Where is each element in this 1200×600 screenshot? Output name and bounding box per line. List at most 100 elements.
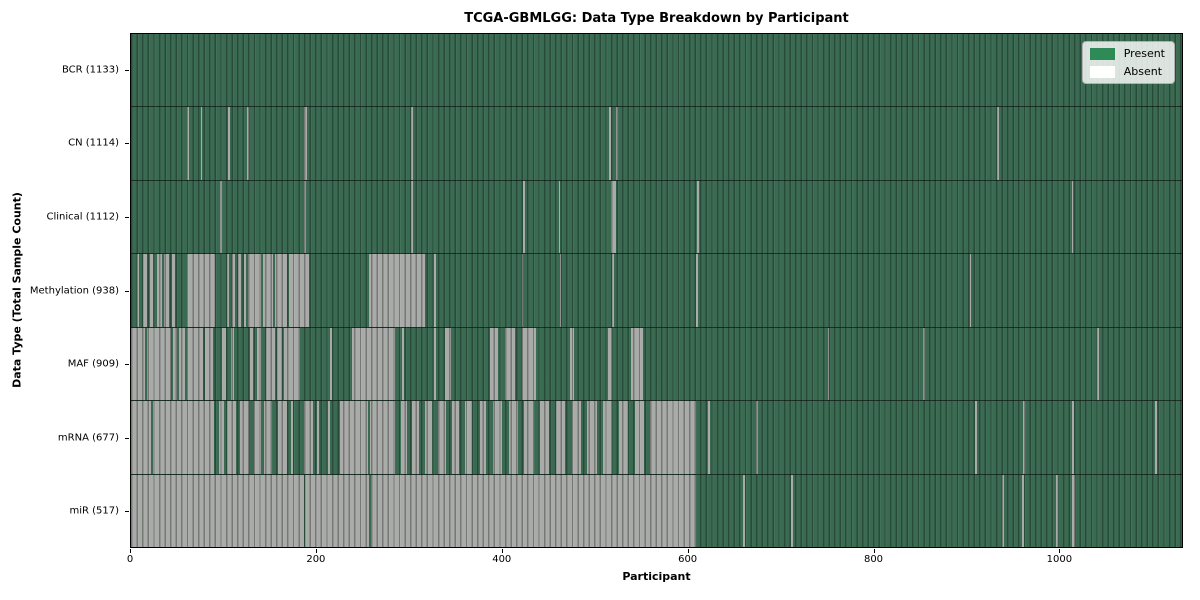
cell-run-absent <box>1071 180 1074 254</box>
cell-run-present <box>793 474 1003 547</box>
x-tick-mark <box>873 549 875 553</box>
cell-run-absent <box>743 474 746 547</box>
cell-run-present <box>412 107 609 180</box>
cell-run-present <box>515 327 522 401</box>
cell-run-absent <box>254 401 261 474</box>
cell-run-present <box>419 401 426 474</box>
cell-run-present <box>131 107 187 180</box>
y-tick-mark <box>125 290 129 292</box>
cell-run-present <box>525 180 559 254</box>
legend-swatch-absent-icon <box>1089 65 1115 78</box>
cell-run-absent <box>330 327 333 401</box>
cell-run-present <box>139 254 144 327</box>
cell-run-present <box>695 474 744 547</box>
y-tick-mir: miR (517) <box>0 474 130 548</box>
cell-run-present <box>412 180 524 254</box>
cell-run-absent <box>288 254 310 327</box>
cell-run-absent <box>707 401 710 474</box>
cell-run-absent <box>451 401 460 474</box>
cell-run-present <box>459 401 465 474</box>
cell-run-absent <box>257 327 261 401</box>
cell-run-absent <box>153 401 215 474</box>
cell-run-present <box>202 107 229 180</box>
cell-run-present <box>560 180 611 254</box>
cell-run-absent <box>618 401 629 474</box>
cell-run-absent <box>149 254 154 327</box>
cell-run-present <box>561 254 613 327</box>
cell-run-present <box>131 180 221 254</box>
x-tick-label: 800 <box>863 554 884 565</box>
y-tick-methylation: Methylation (938) <box>0 254 130 328</box>
cell-run-absent <box>172 327 178 401</box>
heatmap-row-mrna <box>131 400 1182 474</box>
cell-run-absent <box>274 254 287 327</box>
cell-run-absent <box>1022 474 1025 547</box>
cell-run-present <box>395 327 402 401</box>
cell-run-present <box>697 254 970 327</box>
cell-run-present <box>330 401 340 474</box>
cell-run-present <box>260 327 267 401</box>
heatmap-row-maf <box>131 326 1182 401</box>
cell-run-absent <box>555 401 566 474</box>
cell-run-absent <box>200 107 203 180</box>
cell-run-absent <box>616 107 618 180</box>
x-tick-label: 1000 <box>1046 554 1073 565</box>
cell-run-present <box>151 401 154 474</box>
cell-run-present <box>307 107 412 180</box>
cell-run-present <box>451 327 490 401</box>
y-tick-label-maf: MAF (909) <box>67 358 119 370</box>
cell-run-absent <box>219 401 224 474</box>
cell-run-present <box>299 327 331 401</box>
cell-run-absent <box>634 401 644 474</box>
heatmap-row-clinical <box>131 179 1182 254</box>
cell-run-present <box>758 401 976 474</box>
cell-run-present <box>169 254 172 327</box>
cell-run-absent <box>1002 474 1004 547</box>
cell-run-absent <box>244 254 246 327</box>
cell-run-present <box>829 327 924 401</box>
cell-run-absent <box>612 254 615 327</box>
cell-run-present <box>229 254 233 327</box>
cell-run-present <box>184 327 187 401</box>
cell-run-absent <box>434 254 437 327</box>
cell-run-absent <box>695 254 698 327</box>
cell-run-absent <box>131 474 304 547</box>
cell-run-present <box>1075 474 1182 547</box>
legend-label-present: Present <box>1123 47 1165 60</box>
cell-run-absent <box>523 180 526 254</box>
cell-run-absent <box>756 401 759 474</box>
cell-run-present <box>1156 401 1182 474</box>
cell-run-absent <box>369 254 426 327</box>
legend-swatch-present-icon <box>1089 47 1115 60</box>
cell-run-absent <box>791 474 794 547</box>
cell-run-absent <box>610 180 617 254</box>
cell-run-absent <box>923 327 926 401</box>
cell-run-absent <box>411 107 413 180</box>
cell-run-present <box>248 107 304 180</box>
cell-run-present <box>1073 180 1182 254</box>
cell-run-present <box>395 401 401 474</box>
cell-run-present <box>523 254 560 327</box>
cell-run-absent <box>540 401 550 474</box>
cell-run-absent <box>171 254 175 327</box>
cell-run-absent <box>1071 474 1076 547</box>
cell-run-present <box>536 327 570 401</box>
y-tick-label-cn: CN (1114) <box>68 137 119 149</box>
cell-run-present <box>131 254 137 327</box>
cell-run-present <box>146 254 150 327</box>
cell-run-absent <box>276 327 283 401</box>
cell-run-present <box>574 327 608 401</box>
x-tick-label: 400 <box>492 554 512 565</box>
cell-run-absent <box>303 107 308 180</box>
heatmap-rows <box>131 34 1182 547</box>
x-tick-mark <box>687 549 689 553</box>
y-tick-mark <box>125 69 129 71</box>
cell-run-absent <box>284 327 300 401</box>
cell-run-absent <box>131 327 145 401</box>
cell-run-present <box>425 254 435 327</box>
y-tick-mark <box>125 511 129 513</box>
cell-run-absent <box>401 327 404 401</box>
cell-run-present <box>286 254 289 327</box>
cell-run-present <box>221 180 304 254</box>
cell-run-present <box>436 254 522 327</box>
